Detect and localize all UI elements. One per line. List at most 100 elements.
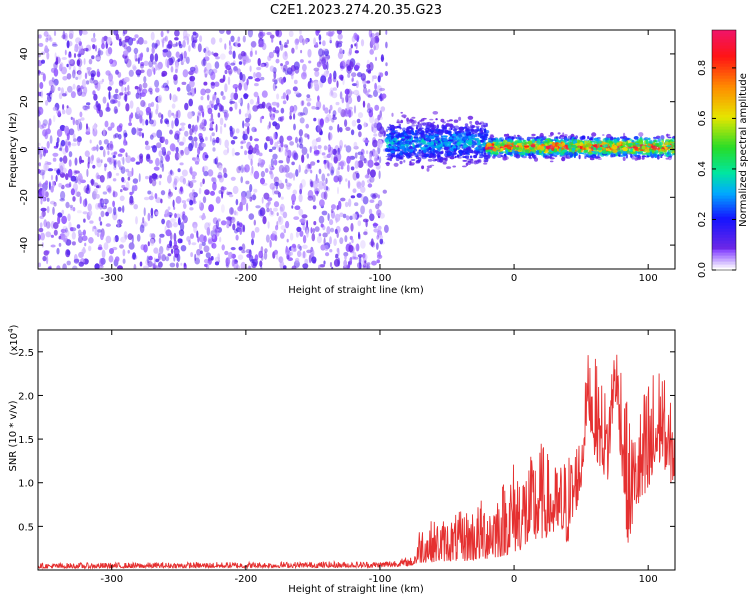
heatmap-cell [129, 191, 133, 196]
heatmap-cell [352, 213, 357, 220]
heatmap-cell [503, 156, 509, 161]
heatmap-cell [93, 188, 98, 195]
heatmap-cell [654, 139, 657, 143]
heatmap-cell [224, 250, 229, 256]
heatmap-cell [104, 163, 108, 168]
heatmap-cell [93, 79, 99, 86]
heatmap-cell [107, 86, 112, 91]
heatmap-cell [361, 180, 365, 188]
heatmap-cell [545, 143, 548, 146]
heatmap-cell [215, 196, 221, 204]
heatmap-cell [81, 79, 87, 88]
heatmap-cell [316, 190, 319, 197]
heatmap-cell [364, 90, 369, 96]
heatmap-cell [38, 34, 42, 39]
heatmap-cell [250, 262, 253, 267]
heatmap-cell [202, 196, 207, 204]
heatmap-cell [229, 100, 236, 104]
heatmap-cell [249, 196, 253, 202]
heatmap-cell [174, 37, 179, 41]
heatmap-cell [57, 110, 61, 117]
heatmap-cell [645, 150, 651, 153]
heatmap-cell [373, 228, 379, 233]
heatmap-cell [470, 124, 473, 128]
heatmap-cell [272, 107, 276, 113]
heatmap-cell [543, 141, 550, 144]
heatmap-cell [659, 141, 663, 146]
heatmap-cell [86, 168, 89, 178]
heatmap-cell [327, 213, 330, 221]
heatmap-cell [304, 258, 309, 265]
heatmap-cell [201, 241, 206, 247]
heatmap-cell [503, 133, 507, 137]
heatmap-cell [121, 40, 126, 48]
heatmap-cell [57, 215, 61, 225]
heatmap-cell [210, 255, 214, 261]
heatmap-cell [301, 214, 308, 219]
heatmap-cell [469, 158, 473, 161]
heatmap-cell [194, 253, 197, 262]
heatmap-cell [363, 83, 367, 89]
heatmap-cell [69, 227, 74, 232]
heatmap-cell [299, 112, 306, 116]
heatmap-cell [106, 184, 112, 191]
heatmap-cell [154, 193, 158, 199]
heatmap-cell [289, 232, 294, 241]
heatmap-cell [182, 40, 186, 48]
heatmap-cell [279, 135, 284, 144]
heatmap-cell [369, 169, 376, 178]
heatmap-cell [149, 53, 154, 62]
heatmap-cell [276, 253, 279, 260]
heatmap-cell [59, 165, 64, 175]
heatmap-cell [224, 139, 229, 149]
heatmap-cell [169, 244, 173, 249]
heatmap-cell [369, 49, 375, 55]
heatmap-cell [237, 205, 243, 212]
heatmap-cell [481, 132, 486, 135]
heatmap-cell [151, 46, 155, 54]
heatmap-cell [167, 206, 171, 211]
heatmap-cell [248, 213, 255, 220]
heatmap-cell [242, 133, 248, 141]
heatmap-cell [191, 40, 195, 49]
heatmap-cell [210, 71, 216, 81]
heatmap-cell [48, 79, 54, 87]
heatmap-cell [190, 252, 194, 258]
heatmap-cell [38, 227, 44, 233]
heatmap-cell [376, 259, 381, 264]
heatmap-cell [198, 243, 203, 251]
heatmap-cell [178, 229, 185, 237]
heatmap-cell [317, 61, 321, 67]
heatmap-cell [179, 128, 182, 132]
heatmap-cell [665, 150, 668, 152]
heatmap-cell [223, 173, 228, 178]
heatmap-cell [285, 220, 290, 229]
heatmap-cell [183, 214, 188, 223]
heatmap-cell [323, 48, 329, 57]
heatmap-cell [375, 37, 379, 44]
heatmap-cell [211, 177, 215, 182]
heatmap-cell [327, 161, 331, 170]
heatmap-cell [231, 147, 235, 157]
heatmap-cell [222, 74, 226, 82]
heatmap-cell [419, 132, 423, 135]
heatmap-cell [328, 125, 333, 131]
heatmap-cell [423, 154, 426, 157]
heatmap-cell [291, 193, 297, 203]
snr-x-label: Height of straight line (km) [288, 584, 424, 595]
heatmap-cell [235, 234, 239, 241]
heatmap-cell [302, 70, 307, 77]
heatmap-cell [88, 245, 92, 252]
heatmap-cell [394, 142, 397, 146]
heatmap-cell [55, 174, 58, 182]
heatmap-cell [251, 238, 254, 246]
heatmap-cell [235, 211, 239, 216]
heatmap-cell [201, 143, 206, 148]
heatmap-cell [97, 184, 101, 189]
heatmap-cell [244, 122, 251, 127]
heatmap-cell [62, 263, 67, 269]
heatmap-cell [142, 216, 145, 224]
heatmap-cell [350, 91, 355, 95]
heatmap-cell [173, 232, 177, 242]
heatmap-cell [50, 244, 56, 248]
